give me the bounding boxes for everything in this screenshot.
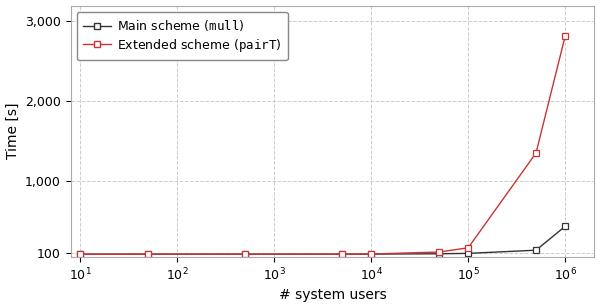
Legend: Main scheme ($\mathtt{mull}$), Extended scheme ($\mathtt{pairT}$): Main scheme ($\mathtt{mull}$), Extended … xyxy=(77,12,288,60)
Y-axis label: Time [s]: Time [s] xyxy=(5,103,20,159)
X-axis label: # system users: # system users xyxy=(279,289,386,302)
